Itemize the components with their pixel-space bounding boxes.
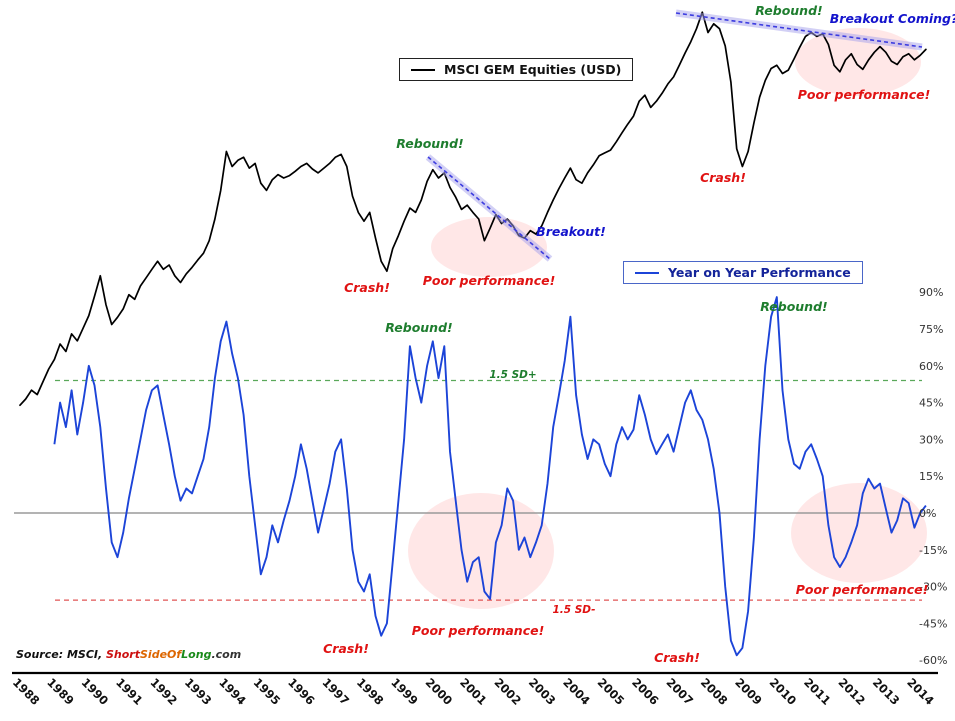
annotation-breakout-: Breakout! — [536, 224, 606, 239]
x-tick-label: 1999 — [388, 675, 421, 708]
x-tick-label: 2004 — [560, 675, 593, 708]
annotation-breakout-coming-: Breakout Coming? — [830, 11, 955, 26]
x-tick-label: 2012 — [835, 675, 868, 708]
yoy-line — [53, 296, 927, 657]
y-tick-label: 90% — [919, 286, 943, 299]
x-tick-label: 1993 — [182, 675, 215, 708]
x-tick-label: 1997 — [319, 675, 352, 708]
annotation-crash-: Crash! — [344, 280, 390, 295]
annotation-crash-: Crash! — [654, 650, 700, 665]
x-tick-label: 2011 — [801, 675, 834, 708]
annotation-crash-: Crash! — [700, 170, 746, 185]
highlight-ellipse-2 — [408, 493, 554, 609]
x-tick-label: 1992 — [147, 675, 180, 708]
x-tick-label: 1989 — [44, 675, 77, 708]
highlight-ellipses — [408, 28, 927, 609]
annotation-poor-performance-: Poor performance! — [423, 273, 556, 288]
trendline-0 — [427, 156, 551, 260]
x-tick-label: 2005 — [595, 675, 628, 708]
annotation-rebound-: Rebound! — [760, 299, 827, 314]
x-tick-label: 1991 — [113, 675, 146, 708]
legend-price-label: MSCI GEM Equities (USD) — [444, 62, 622, 77]
source-part-1: Short — [106, 648, 140, 661]
highlight-ellipse-3 — [791, 483, 927, 583]
annotation-1-5-sd-: 1.5 SD+ — [489, 369, 536, 381]
y-tick-label: -45% — [919, 617, 947, 630]
price-series — [19, 11, 927, 407]
yoy-series — [53, 296, 927, 657]
y-tick-label: 75% — [919, 323, 943, 336]
x-tick-label: 1994 — [216, 675, 249, 708]
x-tick-label: 2009 — [732, 675, 765, 708]
y-tick-label: 60% — [919, 360, 943, 373]
y-tick-label: -15% — [919, 544, 947, 557]
annotation-poor-performance-: Poor performance! — [412, 623, 545, 638]
x-tick-label: 2007 — [663, 675, 696, 708]
x-tick-label: 1995 — [251, 675, 284, 708]
source-part-3: Long — [181, 648, 212, 661]
x-tick-label: 2000 — [423, 675, 456, 708]
price-line — [19, 11, 927, 407]
x-tick-label: 2001 — [457, 675, 490, 708]
y-tick-label: 30% — [919, 433, 943, 446]
x-tick-label: 2013 — [870, 675, 903, 708]
x-tick-label: 2002 — [491, 675, 524, 708]
legend-yoy-label: Year on Year Performance — [668, 265, 851, 280]
y-tick-label: -60% — [919, 654, 947, 667]
source-part-4: .com — [211, 648, 242, 661]
trendline-1 — [675, 12, 923, 48]
x-tick-label: 2010 — [767, 675, 800, 708]
x-tick-label: 1998 — [354, 675, 387, 708]
x-tick-label: 2014 — [904, 675, 937, 708]
source-credit: Source: MSCI, ShortSideOfLong.com — [16, 648, 241, 661]
y-tick-label: 0% — [919, 507, 936, 520]
highlight-ellipse-0 — [431, 217, 547, 277]
y-tick-label: 45% — [919, 397, 943, 410]
yoy-line-swatch-icon — [635, 271, 659, 274]
x-tick-label: 1988 — [10, 675, 43, 708]
trendlines — [425, 9, 923, 262]
annotation-rebound-: Rebound! — [755, 3, 822, 18]
legend-yoy: Year on Year Performance — [623, 261, 863, 284]
price-line-swatch-icon — [411, 68, 435, 71]
x-tick-label: 2006 — [629, 675, 662, 708]
y-tick-label: 15% — [919, 470, 943, 483]
annotation-rebound-: Rebound! — [385, 320, 452, 335]
x-tick-label: 1996 — [285, 675, 318, 708]
x-tick-label: 2008 — [698, 675, 731, 708]
legend-price: MSCI GEM Equities (USD) — [399, 58, 634, 81]
x-tick-label: 1990 — [79, 675, 112, 708]
reference-lines — [14, 379, 930, 601]
annotations: Rebound! Crash! Poor performance! Breakout!… — [323, 3, 955, 665]
annotation-crash-: Crash! — [323, 641, 369, 656]
annotation-1-5-sd-: 1.5 SD- — [552, 604, 595, 616]
y-tick-label: -30% — [919, 581, 947, 594]
x-tick-label: 2003 — [526, 675, 559, 708]
annotation-poor-performance-: Poor performance! — [798, 87, 931, 102]
annotation-rebound-: Rebound! — [396, 136, 463, 151]
source-part-2: SideOf — [140, 648, 182, 661]
annotation-poor-performance-: Poor performance! — [796, 582, 929, 597]
source-part-0: Source: MSCI, — [16, 648, 106, 661]
